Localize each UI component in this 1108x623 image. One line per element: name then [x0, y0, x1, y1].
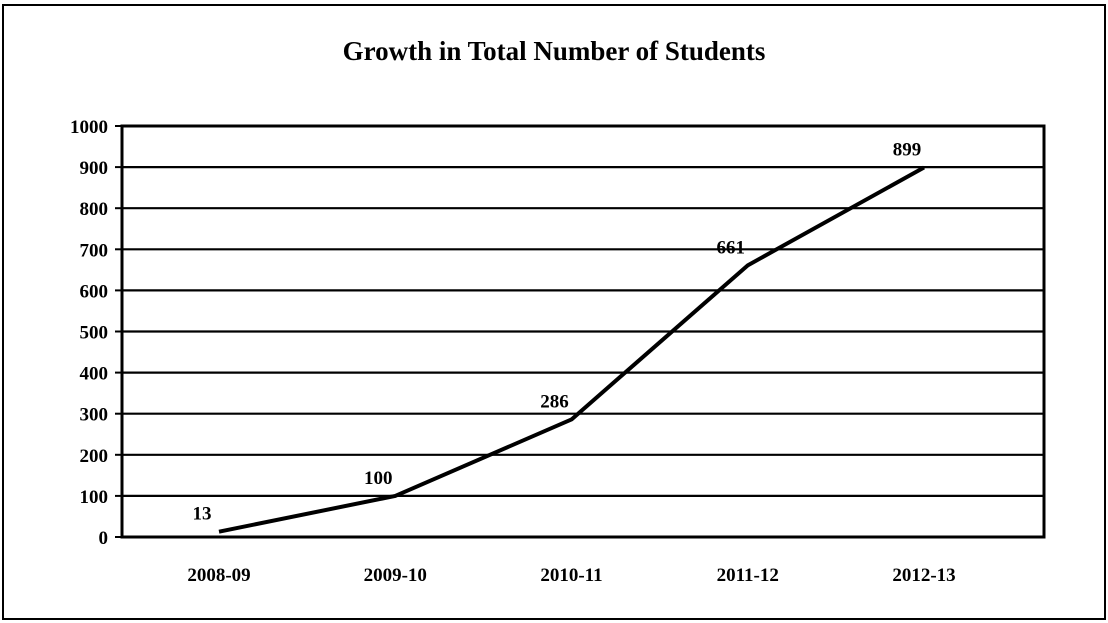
data-label: 899 [893, 140, 922, 161]
y-tick-label: 0 [99, 528, 109, 549]
data-labels: 13 100 286 661 899 [193, 140, 922, 525]
data-label: 661 [717, 237, 746, 258]
x-tick-label: 2012-13 [892, 565, 955, 586]
x-tick-label: 2009-10 [364, 565, 427, 586]
series-line-group [218, 165, 925, 534]
y-tick-label: 1000 [70, 117, 108, 138]
x-axis-ticks: 2008-09 2009-10 2010-11 2011-12 2012-13 [187, 565, 955, 586]
y-tick-label: 900 [80, 158, 109, 179]
y-tick-label: 300 [80, 405, 109, 426]
y-tick-label: 800 [80, 199, 109, 220]
chart-frame [2, 4, 1106, 620]
x-tick-label: 2008-09 [187, 565, 250, 586]
y-tick-label: 600 [80, 281, 109, 302]
data-label: 100 [364, 468, 393, 489]
series-line [218, 165, 925, 534]
y-tick-label: 500 [80, 323, 109, 344]
data-label: 13 [193, 504, 212, 525]
y-tick-label: 200 [80, 446, 109, 467]
y-tick-label: 700 [80, 240, 109, 261]
y-tick-label: 400 [80, 364, 109, 385]
y-axis-ticks: 0 100 200 300 400 500 600 700 800 900 1000 [70, 117, 122, 549]
chart-title: Growth in Total Number of Students [342, 36, 766, 66]
grid-lines [122, 166, 1044, 497]
x-tick-label: 2010-11 [540, 565, 602, 586]
x-tick-label: 2011-12 [717, 565, 779, 586]
data-label: 286 [540, 391, 569, 412]
y-tick-label: 100 [80, 487, 109, 508]
